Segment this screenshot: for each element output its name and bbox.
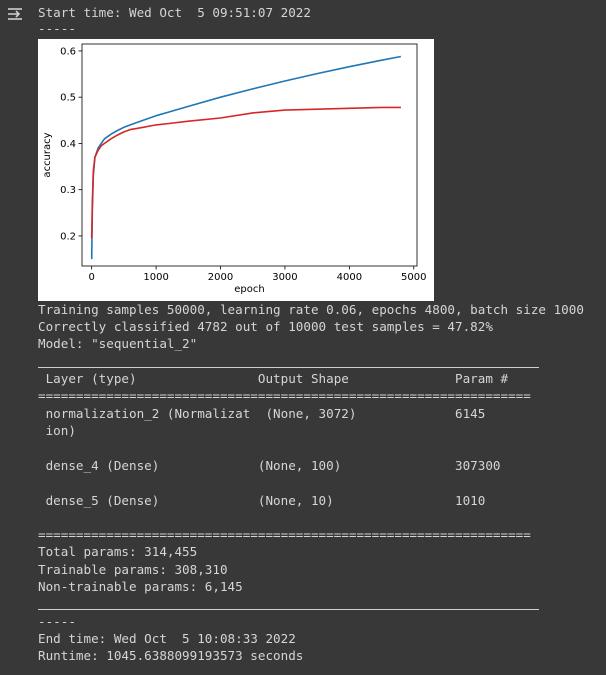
total-params-line: Total params: 314,455 — [38, 544, 198, 559]
training-summary-line: Training samples 50000, learning rate 0.… — [38, 302, 584, 317]
plot-frame — [81, 43, 418, 267]
accuracy-plot: 0 1000 2000 3000 4000 5000 0.2 0.3 0.4 0.5 0.6 epoc… — [38, 39, 434, 301]
table-row: dense_4 (Dense) (None, 100) 307300 — [38, 458, 501, 473]
model-name-line: Model: "sequential_2" — [38, 336, 198, 351]
dash-separator: ----- — [38, 614, 76, 629]
trainable-params-line: Trainable params: 308,310 — [38, 562, 228, 577]
x-tick-label: 1000 — [143, 272, 168, 283]
table-row: dense_5 (Dense) (None, 10) 1010 — [38, 493, 486, 508]
y-tick-label: 0.4 — [60, 139, 76, 150]
dash-separator: ----- — [38, 21, 76, 36]
blue-series-line — [90, 55, 402, 260]
y-axis-label: accuracy — [42, 132, 53, 177]
runtime-line: Runtime: 1045.6388099193573 seconds — [38, 648, 304, 663]
start-time-line: Start time: Wed Oct 5 09:51:07 2022 — [38, 5, 311, 20]
table-header: Layer (type) Output Shape Param # — [38, 371, 509, 386]
end-time-line: End time: Wed Oct 5 10:08:33 2022 — [38, 631, 296, 646]
red-series-line — [90, 106, 401, 239]
table-double-rule: ========================================… — [38, 388, 531, 403]
x-tick-label: 0 — [88, 272, 94, 283]
y-tick-label: 0.6 — [60, 46, 76, 57]
output-menu-icon[interactable] — [6, 5, 24, 23]
y-tick-label: 0.2 — [60, 231, 76, 242]
table-row: normalization_2 (Normalizat (None, 3072)… — [38, 406, 486, 421]
table-bottom-double-rule: ========================================… — [38, 527, 531, 542]
y-tick-label: 0.3 — [60, 185, 76, 196]
table-row-continuation: ion) — [38, 423, 76, 438]
table-top-rule — [38, 367, 539, 368]
x-axis-label: epoch — [234, 284, 264, 295]
x-tick-label: 2000 — [208, 272, 233, 283]
classification-result-line: Correctly classified 4782 out of 10000 t… — [38, 319, 493, 334]
x-tick-label: 4000 — [337, 272, 362, 283]
x-tick-label: 5000 — [401, 272, 426, 283]
bottom-rule — [38, 609, 539, 610]
accuracy-chart: 0 1000 2000 3000 4000 5000 0.2 0.3 0.4 0.5 0.6 epoc… — [42, 43, 427, 295]
non-trainable-params-line: Non-trainable params: 6,145 — [38, 579, 243, 594]
y-tick-label: 0.5 — [60, 93, 76, 104]
x-tick-label: 3000 — [272, 272, 297, 283]
